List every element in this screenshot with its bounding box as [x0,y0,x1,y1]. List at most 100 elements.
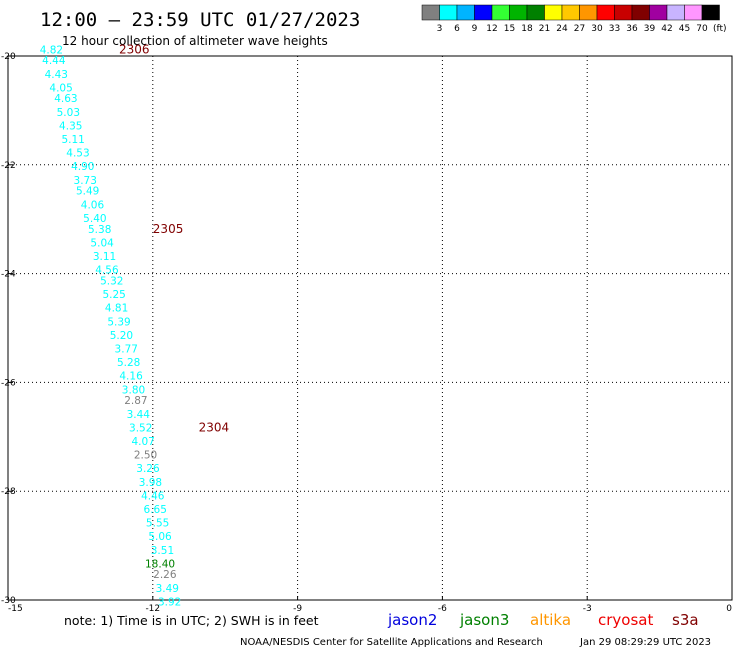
wave-height-values: 4.824.44 4.434.054.63 5.034.35 5.11 4.534.90… [40,44,182,608]
footer-note: note: 1) Time is in UTC; 2) SWH is in fe… [64,613,319,628]
colorbar-label: 42 [661,24,672,34]
pass-labels: 2306 2305 2304 [119,42,229,434]
colorbar-label: 33 [609,24,620,34]
swh-value-label: 4.82 [40,44,63,56]
grid-lines [8,56,732,600]
colorbar-label: 15 [504,24,515,34]
y-tick-label: -30 [1,596,16,606]
swh-value-label: 3.73 [74,175,97,187]
swh-value-label: 3.92 [158,596,181,608]
pass-number-label: 2305 [153,222,184,236]
colorbar-swatch [666,4,685,21]
colorbar-swatch [439,4,458,21]
footer-timestamp: Jan 29 08:29:29 UTC 2023 [579,637,711,648]
colorbar-label: 3 [437,24,443,34]
y-tick-label: -24 [1,270,16,280]
colorbar-swatch [596,4,615,21]
swh-value-label: 5.40 [83,213,106,225]
colorbar-swatch [544,4,563,21]
colorbar-swatch [421,4,440,21]
colorbar-swatch [579,4,598,21]
swh-value-label: 5.49 [76,186,99,198]
colorbar-swatch [614,4,633,21]
y-tick-label: -22 [1,161,16,171]
x-tick-label: -12 [145,604,160,614]
colorbar-swatch [474,4,493,21]
swh-value-label: 4.06 [81,199,105,211]
colorbar-swatch [649,4,668,21]
satellite-name-altika: altika [530,611,571,629]
colorbar-label: 36 [626,24,638,34]
plot-area: -15 -12 -9 -6 -3 0-20-22-24-26-28-30 4.824.44… [1,42,733,614]
colorbar-swatch [456,4,475,21]
swh-value-label: 3.51 [151,545,174,557]
swh-value-label: 5.38 [88,224,111,236]
swh-value-label: 2.26 [153,569,177,581]
colorbar-swatch [509,4,528,21]
swh-value-label: 4.63 [54,93,77,105]
colorbar-swatch [631,4,650,21]
colorbar-label: 9 [472,24,478,34]
swh-value-label: 3.11 [93,251,116,263]
swh-value-label: 18.40 [145,558,175,570]
swh-value-label: 5.20 [110,330,133,342]
plot-frame [7,55,733,601]
swh-value-label: 3.26 [136,463,160,475]
colorbar-swatch [701,4,720,21]
colorbar-swatch [491,4,510,21]
swh-value-label: 4.56 [95,265,119,277]
colorbar-label: 21 [539,24,550,34]
swh-value-label: 3.49 [156,583,179,595]
colorbar-label: 27 [574,24,585,34]
swh-value-label: 3.44 [127,409,151,421]
pass-number-label: 2304 [199,420,230,434]
x-tick-label: -6 [438,604,447,614]
swh-value-label: 4.81 [105,303,128,315]
swh-value-label: 2.87 [124,395,147,407]
colorbar-swatch [526,4,545,21]
satellite-legend: jason2 jason3 altika cryosat s3a [387,611,699,629]
swh-value-label: 4.53 [66,148,89,160]
swh-value-label: 5.25 [102,289,125,301]
satellite-name-jason2: jason2 [387,611,437,629]
colorbar-label: 12 [486,24,497,34]
chart-subtitle: 12 hour collection of altimeter wave hei… [62,34,328,48]
swh-value-label: 4.05 [49,82,72,94]
swh-value-label: 4.35 [59,120,82,132]
x-tick-label: -9 [293,604,302,614]
chart-title: 12:00 — 23:59 UTC 01/27/2023 [40,9,360,31]
swh-value-label: 4.46 [141,490,165,502]
swh-value-label: 5.55 [146,518,169,530]
swh-value-label: 4.16 [119,371,143,383]
swh-value-label: 3.98 [139,477,162,489]
swh-value-label: 3.52 [129,422,152,434]
swh-value-label: 5.28 [117,357,140,369]
swh-value-label: 3.77 [115,343,138,355]
colorbar-label: 24 [556,24,568,34]
colorbar-legend: 3 6 9 12 15 18 21 24 27 30 33 36 39 42 45 70 (ft) [421,4,727,34]
satellite-name-cryosat: cryosat [598,611,653,629]
swh-value-label: 4.07 [131,436,154,448]
y-tick-label: -20 [1,52,16,62]
y-tick-label: -28 [1,487,16,497]
colorbar-label: 30 [591,24,603,34]
colorbar-unit: (ft) [713,24,727,34]
swh-value-label: 3.80 [122,384,145,396]
swh-value-label: 6.65 [144,504,167,516]
colorbar-label: 39 [644,24,656,34]
swh-value-label: 5.04 [90,237,114,249]
y-tick-label: -26 [1,378,16,388]
swh-value-label: 5.32 [100,275,123,287]
satellite-name-jason3: jason3 [459,611,509,629]
pass-number-label: 2306 [119,42,150,56]
swh-value-label: 5.06 [148,531,172,543]
footer-credit: NOAA/NESDIS Center for Satellite Applica… [240,637,543,648]
swh-value-label: 5.11 [61,134,84,146]
x-tick-label: -3 [583,604,592,614]
colorbar-swatch [561,4,580,21]
swh-value-label: 4.90 [71,161,94,173]
swh-value-label: 5.39 [107,316,130,328]
axis-ticks: -15 -12 -9 -6 -3 0-20-22-24-26-28-30 [1,52,733,614]
colorbar-swatch [684,4,703,21]
